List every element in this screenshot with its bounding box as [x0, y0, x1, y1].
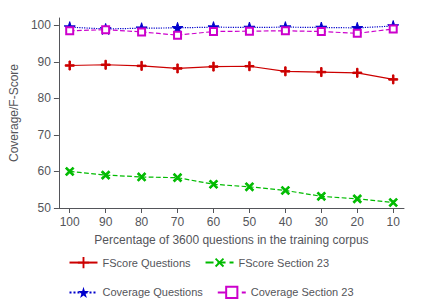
svg-text:50: 50 [38, 201, 52, 215]
svg-text:Coverage Section 23: Coverage Section 23 [251, 286, 354, 298]
svg-text:30: 30 [315, 215, 329, 229]
svg-text:40: 40 [279, 215, 293, 229]
svg-text:70: 70 [171, 215, 185, 229]
svg-text:100: 100 [31, 18, 51, 32]
svg-text:10: 10 [387, 215, 401, 229]
svg-text:FScore Section 23: FScore Section 23 [239, 257, 329, 269]
svg-text:90: 90 [38, 55, 52, 69]
svg-text:20: 20 [351, 215, 365, 229]
svg-text:FScore Questions: FScore Questions [102, 257, 191, 269]
svg-text:Coverage Questions: Coverage Questions [102, 286, 203, 298]
svg-text:Percentage of 3600 questions i: Percentage of 3600 questions in the trai… [94, 233, 368, 247]
svg-text:70: 70 [38, 128, 52, 142]
svg-text:60: 60 [38, 164, 52, 178]
svg-text:100: 100 [60, 215, 80, 229]
svg-text:80: 80 [135, 215, 149, 229]
svg-text:50: 50 [243, 215, 257, 229]
svg-text:80: 80 [38, 91, 52, 105]
svg-text:Coverage/F-Score: Coverage/F-Score [7, 64, 21, 162]
svg-text:60: 60 [207, 215, 221, 229]
svg-text:90: 90 [99, 215, 113, 229]
